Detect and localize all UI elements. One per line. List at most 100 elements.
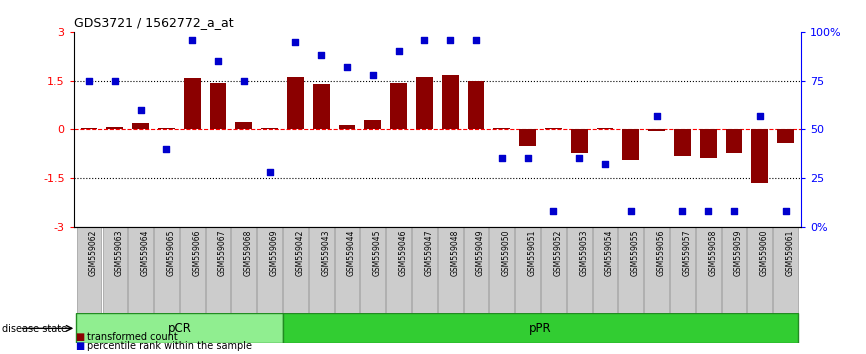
Point <box>288 39 302 45</box>
Text: GSM559047: GSM559047 <box>424 229 433 276</box>
Point <box>598 161 612 167</box>
FancyBboxPatch shape <box>386 227 411 313</box>
Point <box>340 64 354 70</box>
Point <box>546 208 560 214</box>
FancyBboxPatch shape <box>76 313 282 343</box>
Bar <box>777 129 794 143</box>
FancyBboxPatch shape <box>102 227 127 313</box>
Text: ■: ■ <box>75 332 85 342</box>
Text: GSM559069: GSM559069 <box>269 229 279 276</box>
FancyBboxPatch shape <box>77 227 101 313</box>
FancyBboxPatch shape <box>206 227 230 313</box>
Point <box>211 58 225 64</box>
FancyBboxPatch shape <box>283 227 307 313</box>
Text: GSM559067: GSM559067 <box>218 229 227 276</box>
Point <box>572 156 586 161</box>
Text: GSM559064: GSM559064 <box>140 229 150 276</box>
FancyBboxPatch shape <box>334 227 359 313</box>
Bar <box>468 81 484 129</box>
FancyBboxPatch shape <box>747 227 772 313</box>
FancyBboxPatch shape <box>773 227 798 313</box>
FancyBboxPatch shape <box>154 227 179 313</box>
Bar <box>494 128 510 129</box>
Point <box>417 37 431 42</box>
Text: GSM559060: GSM559060 <box>759 229 769 276</box>
FancyBboxPatch shape <box>128 227 153 313</box>
Text: percentile rank within the sample: percentile rank within the sample <box>87 341 252 351</box>
FancyBboxPatch shape <box>644 227 669 313</box>
Text: GSM559059: GSM559059 <box>734 229 743 276</box>
Bar <box>184 78 201 129</box>
Text: GSM559053: GSM559053 <box>579 229 588 276</box>
Point <box>469 37 483 42</box>
Point <box>753 113 766 118</box>
Text: GSM559061: GSM559061 <box>785 229 795 275</box>
FancyBboxPatch shape <box>257 227 282 313</box>
Point <box>701 208 715 214</box>
Point <box>675 208 689 214</box>
FancyBboxPatch shape <box>695 227 721 313</box>
Bar <box>132 124 149 129</box>
Point <box>237 78 251 84</box>
Text: GSM559042: GSM559042 <box>295 229 305 275</box>
Point <box>624 208 637 214</box>
Bar <box>313 85 330 129</box>
Bar <box>416 77 433 129</box>
FancyBboxPatch shape <box>282 313 798 343</box>
FancyBboxPatch shape <box>438 227 462 313</box>
FancyBboxPatch shape <box>515 227 540 313</box>
Bar <box>752 129 768 183</box>
Bar <box>442 75 459 129</box>
Text: pPR: pPR <box>529 322 552 335</box>
Bar <box>597 128 613 129</box>
Point <box>108 78 122 84</box>
FancyBboxPatch shape <box>541 227 565 313</box>
Point <box>494 156 508 161</box>
Text: GSM559066: GSM559066 <box>192 229 201 276</box>
Bar <box>520 129 536 146</box>
Bar <box>339 125 355 129</box>
Text: GDS3721 / 1562772_a_at: GDS3721 / 1562772_a_at <box>74 16 233 29</box>
FancyBboxPatch shape <box>721 227 746 313</box>
Text: pCR: pCR <box>167 322 191 335</box>
FancyBboxPatch shape <box>412 227 436 313</box>
Bar <box>236 122 252 129</box>
Point <box>650 113 663 118</box>
Text: GSM559054: GSM559054 <box>605 229 614 276</box>
FancyBboxPatch shape <box>618 227 643 313</box>
FancyBboxPatch shape <box>309 227 333 313</box>
Text: GSM559051: GSM559051 <box>527 229 537 275</box>
Text: GSM559049: GSM559049 <box>476 229 485 276</box>
Text: GSM559043: GSM559043 <box>321 229 330 276</box>
FancyBboxPatch shape <box>180 227 204 313</box>
Text: GSM559052: GSM559052 <box>553 229 562 275</box>
Text: GSM559055: GSM559055 <box>630 229 640 276</box>
Point <box>366 72 380 78</box>
Text: GSM559063: GSM559063 <box>115 229 124 276</box>
FancyBboxPatch shape <box>670 227 695 313</box>
FancyBboxPatch shape <box>592 227 617 313</box>
Text: GSM559044: GSM559044 <box>347 229 356 276</box>
Point <box>391 48 405 54</box>
Bar <box>649 129 665 131</box>
Text: GSM559048: GSM559048 <box>450 229 459 275</box>
Point <box>443 37 457 42</box>
FancyBboxPatch shape <box>360 227 385 313</box>
Bar <box>287 77 304 129</box>
Text: disease state: disease state <box>2 324 67 333</box>
Bar <box>262 128 278 129</box>
Bar <box>545 128 562 129</box>
Text: GSM559057: GSM559057 <box>682 229 691 276</box>
Point <box>133 107 147 113</box>
Bar <box>674 129 691 156</box>
Text: GSM559068: GSM559068 <box>244 229 253 275</box>
Bar <box>700 129 716 158</box>
FancyBboxPatch shape <box>489 227 514 313</box>
Bar <box>623 129 639 160</box>
Text: transformed count: transformed count <box>87 332 178 342</box>
Text: GSM559065: GSM559065 <box>166 229 176 276</box>
Text: GSM559050: GSM559050 <box>501 229 511 276</box>
Point <box>520 156 534 161</box>
Bar <box>107 127 123 129</box>
Bar <box>158 127 175 129</box>
